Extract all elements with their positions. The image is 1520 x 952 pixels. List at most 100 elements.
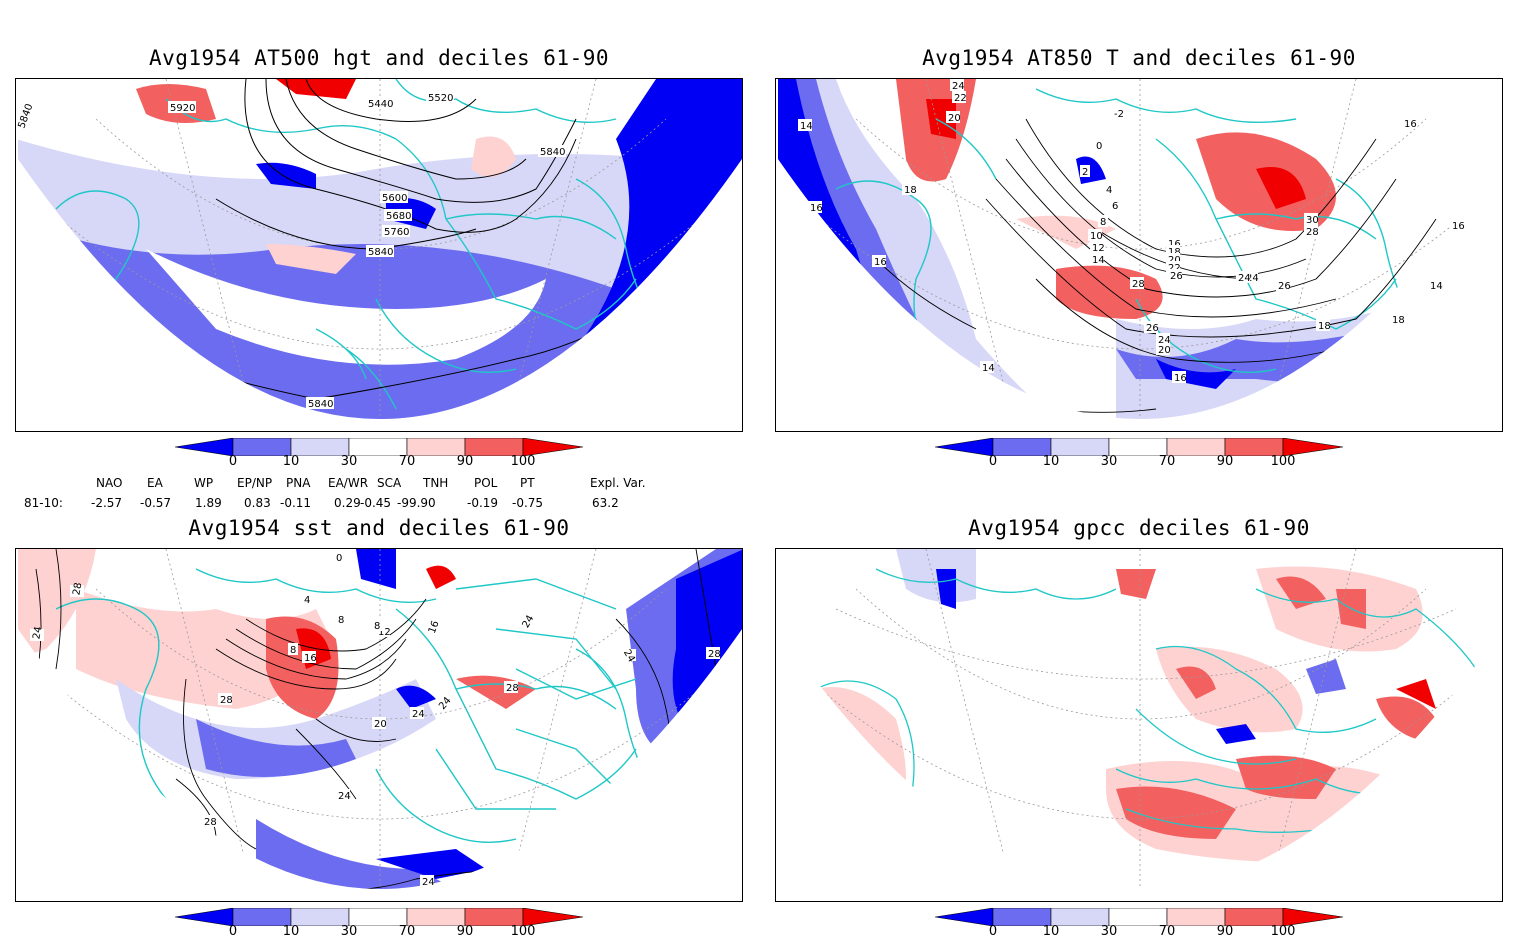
contour-label: 28 [506,683,519,694]
colorbar-tick: 30 [1100,454,1118,469]
contour-label: 16 [874,257,887,268]
contour-label: 24 [1158,335,1171,346]
colorbar-tick: 30 [340,924,358,939]
contour-label: 16 [1452,221,1465,232]
contour-label: 16 [1168,239,1181,250]
index-value: 1.89 [195,496,222,510]
contour-label: 0 [336,553,342,564]
contour-label: 28 [708,649,721,660]
contour-label: 8 [290,645,296,656]
colorbar-gpcc: 0 10 30 70 90 100 [934,907,1347,952]
index-header: WP [194,476,214,490]
contour-label: 26 [1170,271,1183,282]
contour-label: 24 [31,626,44,640]
index-header: NAO [96,476,123,490]
contour-label: 8 [338,615,344,626]
colorbar-tick: 70 [398,924,416,939]
contour-label: 20 [1158,345,1171,356]
colorbar-tick: 10 [282,454,300,469]
contour-label: 26 [1278,281,1291,292]
contour-label: 5840 [308,399,333,410]
colorbar-tick: 100 [510,924,536,939]
index-value: -0.45 [360,496,392,510]
colorbar-tick: 0 [228,454,238,469]
contour-label: 24 [1238,273,1251,284]
colorbar-tick: 90 [456,924,474,939]
colorbar-sst: 0 10 30 70 90 100 [174,907,587,952]
contour-label: 28 [1306,227,1319,238]
index-header: EP/NP [237,476,273,490]
map-panel-sst: 28 24 28 28 16 20 24 24 28 12 16 24 24 2… [15,548,743,902]
contour-label: 16 [810,203,823,214]
contour-label: 20 [1168,255,1181,266]
contour-label: 18 [904,185,917,196]
contour-label: 4 [1106,185,1112,196]
map-panel-at850: 14 16 18 20 22 24 2 -2 0 4 6 8 10 12 14 … [775,78,1503,432]
index-header: SCA [377,476,402,490]
contour-label: 5760 [384,227,409,238]
contour-label: 8 [1100,217,1106,228]
contour-label: 24 [952,81,965,92]
index-header: Expl. Var. [590,476,646,490]
colorbar-tick: 100 [1270,924,1296,939]
contour-label: 5520 [428,93,453,104]
contour-label: 4 [304,595,310,606]
contour-label: 5680 [386,211,411,222]
panel-title-at500: Avg1954 AT500 hgt and deciles 61-90 [148,46,609,70]
panel-title-at850: Avg1954 AT850 T and deciles 61-90 [922,46,1356,70]
colorbar-tick: 90 [456,454,474,469]
contour-label: 24 [412,709,425,720]
colorbar-tick: 100 [1270,454,1296,469]
colorbar-tick: 70 [1158,454,1176,469]
contour-label: 18 [1392,315,1405,326]
colorbar-tick: 10 [1042,924,1060,939]
panel-title-gpcc: Avg1954 gpcc deciles 61-90 [968,516,1310,540]
contour-label: 2 [1082,167,1088,178]
index-header: PT [520,476,535,490]
contour-label: 8 [374,621,380,632]
contour-label: 12 [378,627,391,638]
contour-label: 22 [1168,263,1181,274]
colorbar-tick: 10 [1042,454,1060,469]
contour-label: 24 [1246,273,1259,284]
colorbar-tick: 90 [1216,454,1234,469]
contour-label: 12 [1092,243,1105,254]
index-header: EA [147,476,163,490]
contour-label: 5840 [540,147,565,158]
index-header: TNH [423,476,449,490]
map-panel-gpcc [775,548,1503,902]
colorbar-tick: 90 [1216,924,1234,939]
index-value: 0.83 [244,496,271,510]
contour-label: 18 [1318,321,1331,332]
index-header: POL [474,476,498,490]
colorbar-tick: 100 [510,454,536,469]
index-value: -99.90 [397,496,436,510]
contour-label: 5600 [382,193,407,204]
contour-label: 16 [1174,373,1187,384]
contour-label: 5840 [368,247,393,258]
contour-label: 6 [1112,201,1118,212]
contour-label: 18 [1168,247,1181,258]
contour-label: 24 [422,877,435,888]
contour-label: 20 [374,719,387,730]
colorbar-tick: 30 [340,454,358,469]
index-value: -0.57 [140,496,172,510]
colorbar-tick: 0 [988,924,998,939]
contour-label: 28 [204,817,217,828]
contour-label: 30 [1306,215,1319,226]
contour-label: 0 [1096,141,1102,152]
contour-label: 14 [982,363,995,374]
colorbar-tick: 70 [1158,924,1176,939]
contour-label: 28 [220,695,233,706]
contour-label: 22 [954,93,967,104]
contour-label: -2 [1114,109,1124,120]
colorbar-tick: 0 [228,924,238,939]
index-row-label: 81-10: [24,496,63,510]
index-value: 63.2 [592,496,619,510]
map-panel-at500: 5920 5440 5520 5840 5600 5680 5760 5840 … [15,78,743,432]
index-value: 0.29 [334,496,361,510]
contour-label: 28 [71,582,84,596]
contour-label: 26 [1146,323,1159,334]
index-value: -0.75 [512,496,544,510]
contour-label: 16 [427,619,442,635]
